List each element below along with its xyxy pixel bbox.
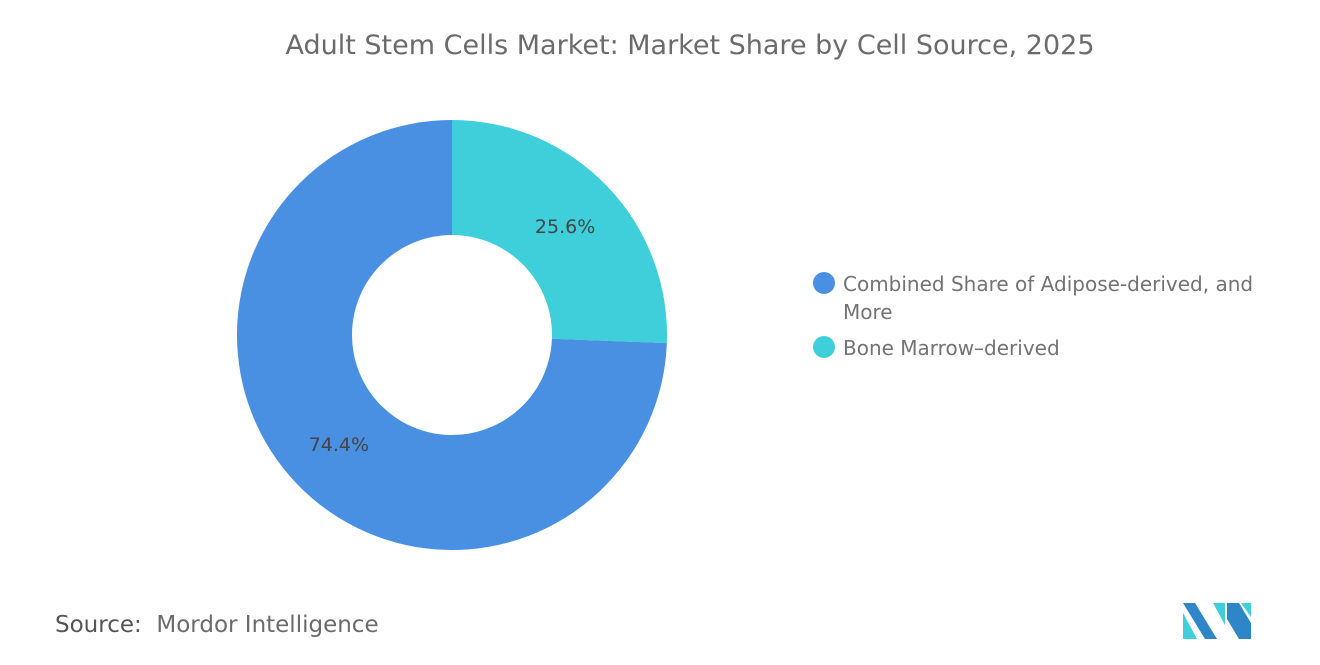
legend-item[interactable]: Bone Marrow–derived <box>813 334 1283 362</box>
data-label: 25.6% <box>535 216 595 238</box>
source-value: Mordor Intelligence <box>156 612 379 638</box>
legend-item[interactable]: Combined Share of Adipose-derived, and M… <box>813 270 1283 326</box>
data-label: 74.4% <box>309 434 369 456</box>
legend-swatch <box>813 336 835 358</box>
donut-slice[interactable] <box>452 120 667 344</box>
source-label: Source: <box>55 612 142 638</box>
source-note: Source: Mordor Intelligence <box>55 612 379 638</box>
legend-label: Bone Marrow–derived <box>843 336 1060 360</box>
mordor-intelligence-logo <box>1183 603 1251 639</box>
donut-chart: 25.6% 74.4% <box>237 120 667 550</box>
legend-swatch <box>813 272 835 294</box>
chart-title: Adult Stem Cells Market: Market Share by… <box>285 30 1095 61</box>
donut-slice[interactable] <box>237 120 667 550</box>
legend: Combined Share of Adipose-derived, and M… <box>813 270 1283 370</box>
legend-label: Combined Share of Adipose-derived, and M… <box>843 272 1254 324</box>
